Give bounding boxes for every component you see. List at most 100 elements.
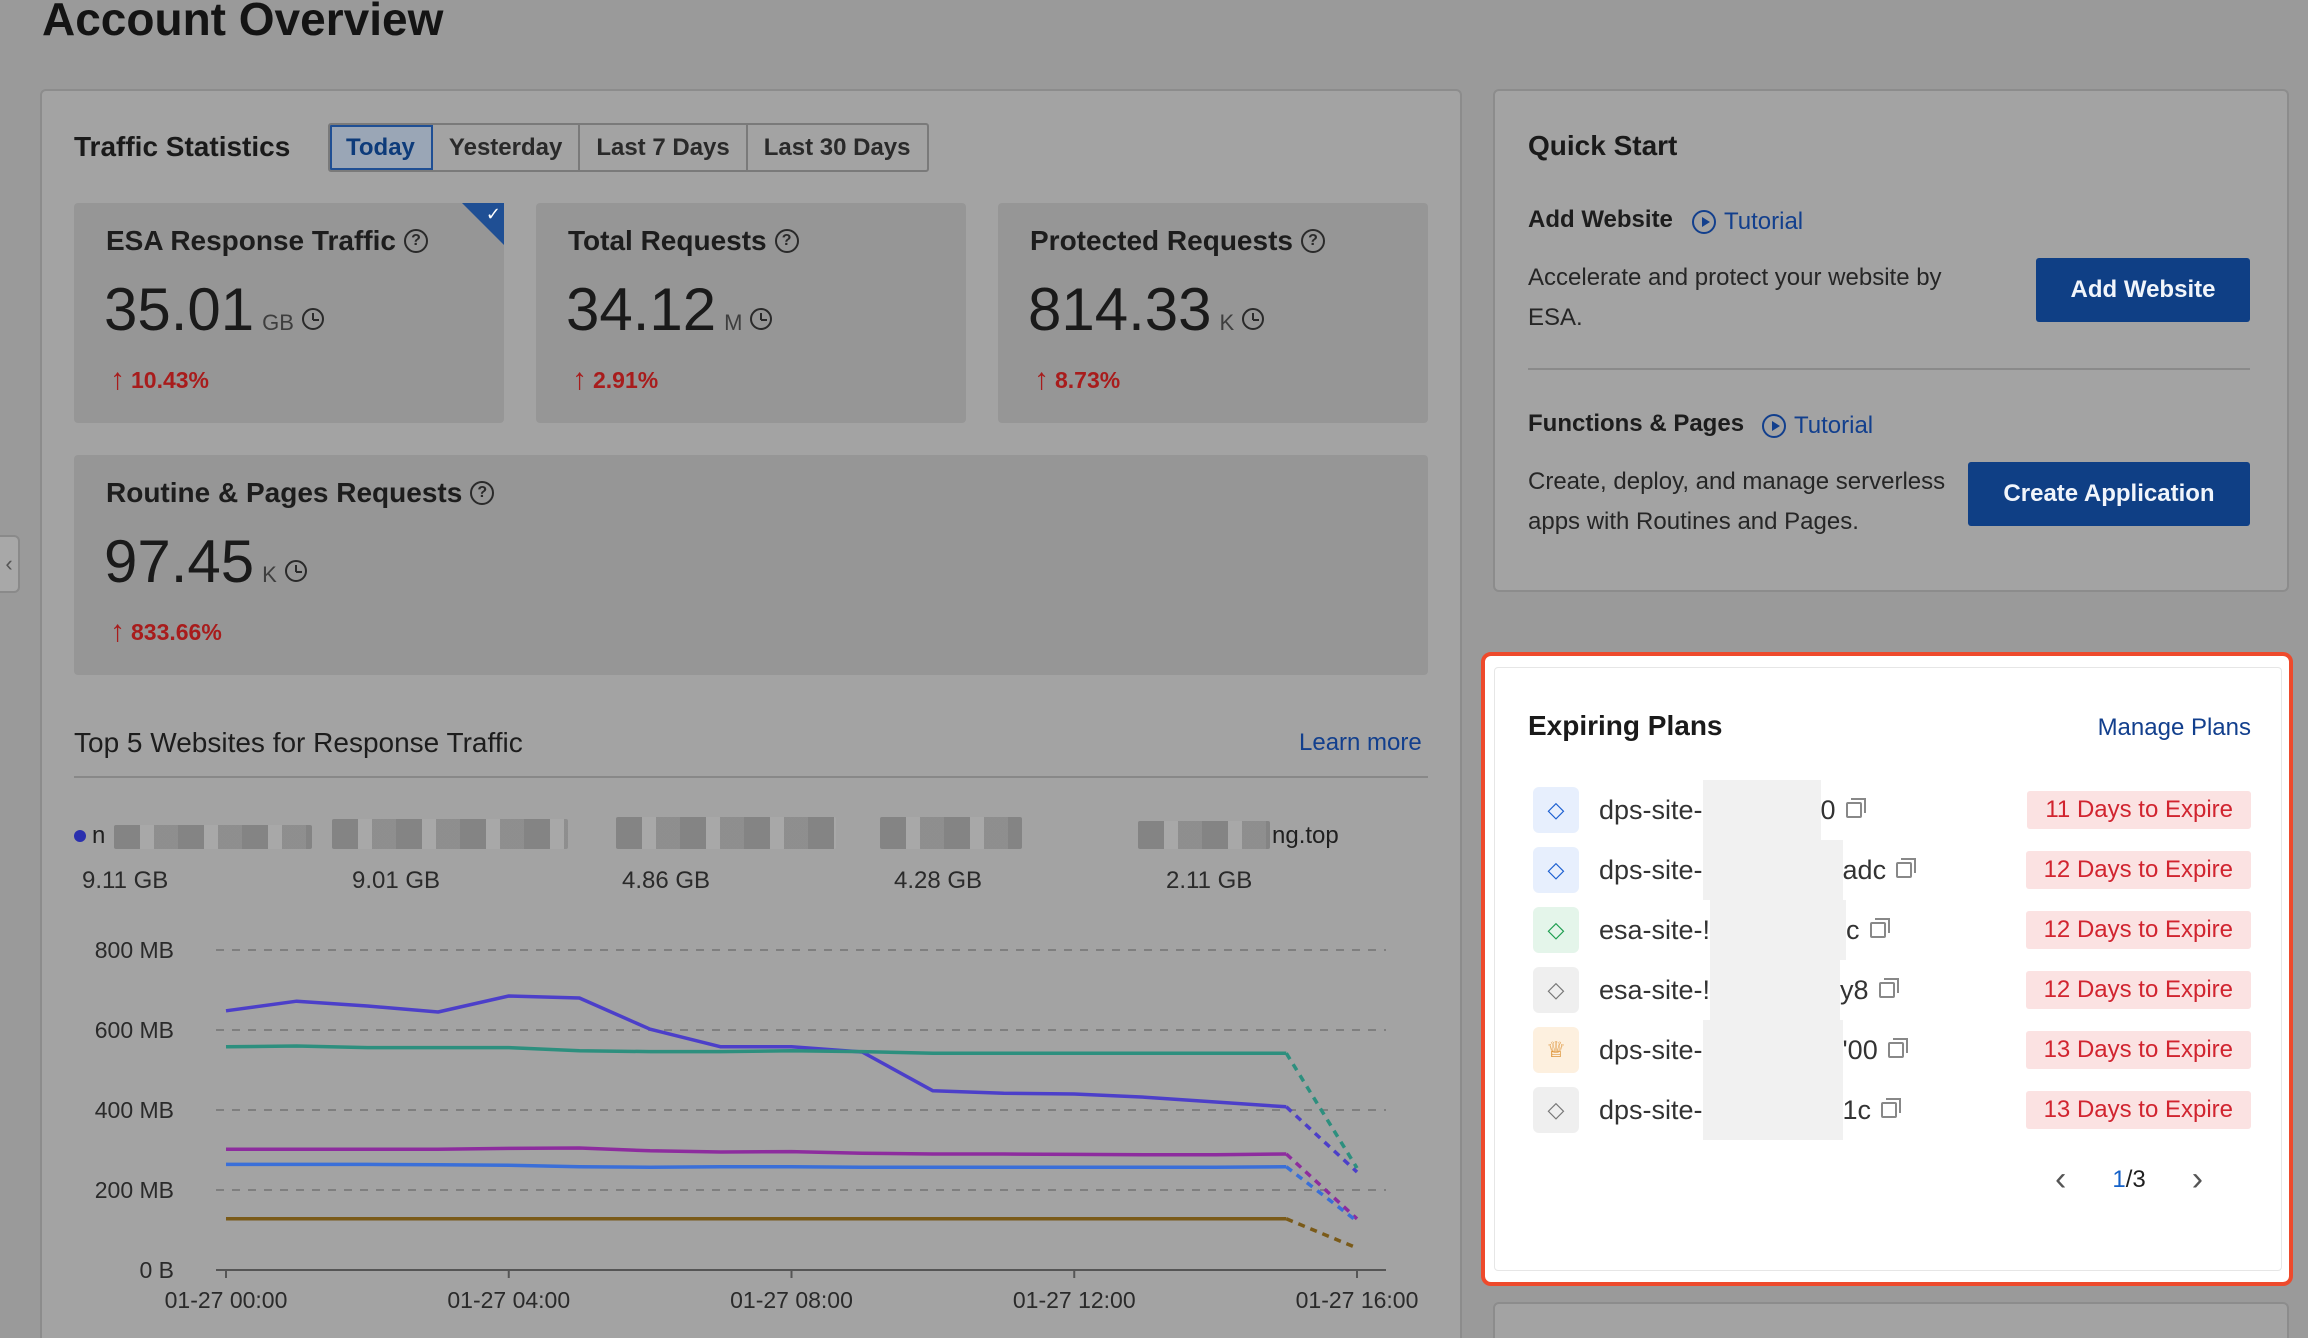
clock-icon[interactable] — [750, 308, 773, 330]
copy-icon[interactable] — [1896, 858, 1917, 878]
learn-more-link[interactable]: Learn more — [1299, 729, 1422, 756]
stat-title-label: Total Requests — [568, 225, 767, 256]
expire-badge: 12 Days to Expire — [2025, 971, 2251, 1009]
help-icon[interactable]: ? — [774, 229, 799, 253]
plan-row[interactable]: ◇ dps-site- 0 11 Days to Expire — [1533, 780, 2251, 840]
stat-change-value: 10.43% — [131, 366, 210, 393]
series-line — [225, 994, 1287, 1109]
y-tick-label: 400 MB — [95, 1097, 174, 1123]
copy-icon[interactable] — [1881, 1098, 1902, 1118]
plan-row[interactable]: ◇ esa-site-! c 12 Days to Expire — [1533, 900, 2251, 960]
stat-change-value: 2.91% — [593, 366, 659, 393]
site-traffic-value: 9.11 GB — [82, 867, 169, 894]
help-icon[interactable]: ? — [403, 229, 428, 253]
x-tick-label: 01-27 12:00 — [1013, 1287, 1136, 1313]
stat-value-row: 814.33 K — [1028, 275, 1265, 344]
stat-change: ↑ 8.73% — [1034, 365, 1120, 395]
play-circle-icon — [1762, 414, 1786, 438]
tab-today[interactable]: Today — [330, 125, 433, 170]
page-title: Account Overview — [42, 0, 444, 45]
series-dot — [74, 830, 86, 842]
expiring-plans-title: Expiring Plans — [1528, 710, 1723, 741]
create-application-button[interactable]: Create Application — [1968, 462, 2250, 526]
stat-change-value: 8.73% — [1055, 366, 1121, 393]
stat-card-protected-requests[interactable]: Protected Requests ? 814.33 K ↑ 8.73% — [998, 203, 1428, 423]
series-forecast-line — [1285, 1165, 1359, 1223]
plan-row[interactable]: ♕ dps-site- '00 13 Days to Expire — [1533, 1020, 2251, 1080]
redacted-site-name — [1138, 821, 1270, 849]
expire-badge: 13 Days to Expire — [2025, 1031, 2251, 1069]
y-tick-label: 200 MB — [95, 1177, 174, 1203]
chevron-left-icon: ‹ — [5, 551, 13, 576]
tab-last-30-days[interactable]: Last 30 Days — [763, 133, 911, 161]
stat-value: 34.12 — [566, 276, 717, 343]
copy-icon[interactable] — [1869, 918, 1890, 938]
manage-plans-link[interactable]: Manage Plans — [2097, 714, 2251, 741]
redacted-plan-id — [1702, 1080, 1843, 1140]
check-icon: ✓ — [485, 204, 501, 224]
help-icon[interactable]: ? — [1300, 229, 1325, 253]
prev-page-icon[interactable]: ‹ — [2055, 1160, 2067, 1198]
stat-change: ↑ 10.43% — [110, 365, 209, 395]
stat-title-label: Routine & Pages Requests — [106, 477, 463, 508]
clock-icon[interactable] — [1242, 308, 1265, 330]
traffic-statistics-title: Traffic Statistics — [74, 131, 291, 162]
diamond-icon: ◇ — [1533, 847, 1579, 893]
plan-row[interactable]: ◇ dps-site- 1c 13 Days to Expire — [1533, 1080, 2251, 1140]
plan-list: ◇ dps-site- 0 11 Days to Expire ◇ dps-site-ad… — [1533, 780, 2251, 1140]
stat-card-routine-pages-requests[interactable]: Routine & Pages Requests ? 97.45 K ↑ 833… — [74, 455, 1428, 675]
clock-icon[interactable] — [301, 308, 324, 330]
stat-card-response-traffic[interactable]: ✓ ESA Response Traffic ? 35.01 GB ↑ 10.4… — [74, 203, 504, 423]
x-tick-label: 01-27 00:00 — [165, 1287, 288, 1313]
arrow-up-icon: ↑ — [110, 363, 125, 396]
top-sites-title: Top 5 Websites for Response Traffic — [74, 727, 523, 758]
sidebar-collapse-handle[interactable]: ‹ — [0, 535, 20, 593]
stat-unit: K — [262, 562, 277, 587]
top-site-item[interactable]: 4.86 GB — [608, 817, 848, 895]
copy-icon[interactable] — [1878, 978, 1899, 998]
top-sites-divider — [74, 776, 1428, 778]
series-line — [225, 1044, 1287, 1055]
top-site-item[interactable]: 4.28 GB — [880, 817, 1120, 895]
functions-tutorial-link[interactable]: Tutorial — [1762, 412, 1873, 440]
plan-name: esa-site-! y8 — [1599, 960, 1899, 1020]
stat-card-total-requests[interactable]: Total Requests ? 34.12 M ↑ 2.91% — [536, 203, 966, 423]
current-page: 1 — [2112, 1165, 2126, 1193]
add-website-tutorial-link[interactable]: Tutorial — [1692, 208, 1803, 236]
stat-value: 814.33 — [1028, 276, 1212, 343]
plan-row[interactable]: ◇ dps-site-adc 12 Days to Expire — [1533, 840, 2251, 900]
functions-description: Create, deploy, and manage serverless ap… — [1528, 468, 1946, 535]
redacted-plan-id — [1702, 780, 1821, 840]
top-site-item[interactable]: 9.01 GB — [330, 819, 570, 895]
expire-badge: 12 Days to Expire — [2025, 911, 2251, 949]
plan-name-suffix: 0 — [1820, 794, 1836, 825]
stat-title: Total Requests ? — [568, 225, 799, 257]
copy-icon[interactable] — [1887, 1038, 1908, 1058]
tab-yesterday[interactable]: Yesterday — [433, 125, 581, 170]
plan-name-suffix: y8 — [1840, 974, 1869, 1005]
top-site-item[interactable]: n 9.11 GB — [74, 822, 314, 895]
stat-unit: K — [1219, 310, 1235, 335]
x-tick-label: 01-27 16:00 — [1296, 1287, 1419, 1313]
crown-icon: ♕ — [1533, 1027, 1579, 1073]
tab-last-7-days[interactable]: Last 7 Days — [580, 125, 748, 170]
clock-icon[interactable] — [284, 560, 307, 582]
y-tick-label: 0 B — [139, 1257, 174, 1283]
add-website-button[interactable]: Add Website — [2036, 258, 2250, 322]
copy-icon[interactable] — [1845, 798, 1866, 818]
next-page-icon[interactable]: › — [2191, 1160, 2204, 1198]
series-line — [226, 1162, 1287, 1169]
redacted-plan-id — [1702, 840, 1843, 900]
plan-name-prefix: dps-site- — [1599, 794, 1703, 825]
traffic-line-chart[interactable]: 0 B 200 MB 400 MB 600 MB 800 MB 01-27 00:00 01… — [74, 920, 1444, 1338]
pagination: ‹ 1/3 › — [2055, 1160, 2203, 1199]
plan-row[interactable]: ◇ esa-site-! y8 12 Days to Expire — [1533, 960, 2251, 1020]
redacted-site-name — [616, 817, 836, 849]
series-forecast-line — [1284, 1052, 1359, 1169]
tutorial-label: Tutorial — [1794, 412, 1874, 439]
help-icon[interactable]: ? — [470, 481, 495, 505]
top-site-item[interactable]: ng.top 2.11 GB — [1136, 821, 1396, 895]
stat-title-label: Protected Requests — [1030, 225, 1293, 256]
redacted-site-name — [114, 825, 312, 849]
arrow-up-icon: ↑ — [110, 615, 125, 648]
